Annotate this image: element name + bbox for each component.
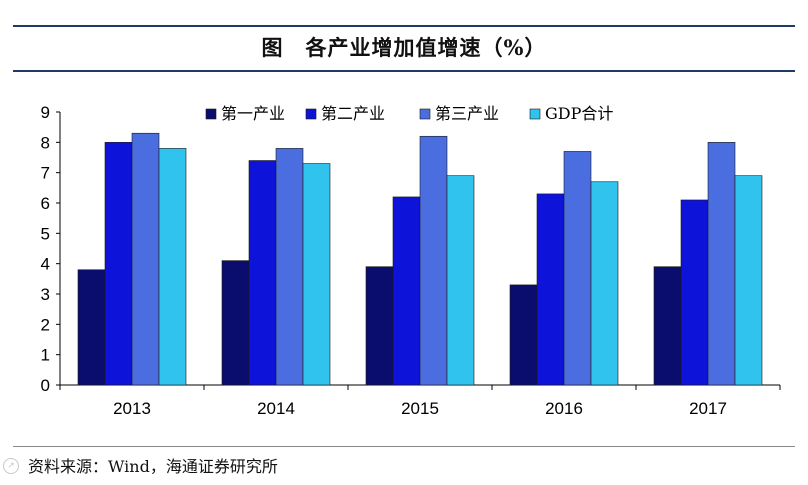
y-tick-label: 4 [41, 255, 50, 274]
bar [248, 160, 277, 386]
y-tick-label: 5 [41, 224, 50, 243]
y-tick-label: 8 [41, 133, 50, 152]
legend-swatch [305, 108, 317, 120]
legend-swatch [529, 108, 541, 120]
bar [419, 135, 448, 386]
bar [509, 284, 538, 386]
y-tick-label: 1 [41, 346, 50, 365]
x-tick-label: 2014 [257, 399, 295, 418]
chart-title: 图各产业增加值增速（%） [0, 28, 808, 68]
source-note: 资料来源：Wind，海通证券研究所 [28, 457, 278, 476]
bar [275, 148, 304, 386]
legend-swatch [205, 108, 217, 120]
x-tick-label: 2017 [689, 399, 727, 418]
bar [365, 266, 394, 386]
y-tick-label: 6 [41, 194, 50, 213]
y-tick-label: 9 [41, 103, 50, 122]
y-tick-label: 7 [41, 164, 50, 183]
bar [392, 196, 421, 386]
bar [131, 132, 160, 386]
y-tick-label: 2 [41, 315, 50, 334]
header-bottom-rule [13, 70, 795, 72]
chart-title-text: 各产业增加值增速（%） [305, 35, 547, 60]
x-tick-label: 2016 [545, 399, 583, 418]
bar-chart: 0 1 2 3 4 5 6 7 8 9 2013 2014 2015 2016 2017 第一产业 第二产业 第三… [41, 103, 781, 418]
x-tick-label: 2015 [401, 399, 439, 418]
header-top-rule [13, 25, 795, 27]
figure-label: 图 [261, 35, 284, 60]
bar [104, 142, 133, 386]
bar [653, 266, 682, 386]
bar [158, 148, 187, 386]
footer-rule [13, 446, 795, 447]
bar [590, 181, 619, 386]
bar [563, 151, 592, 386]
bar [680, 199, 709, 386]
bar [446, 175, 475, 386]
legend-label: 第三产业 [435, 104, 499, 123]
bar [734, 175, 763, 386]
bar [221, 260, 250, 386]
bar [707, 142, 736, 386]
legend-label: 第一产业 [221, 104, 285, 123]
legend-swatch [419, 108, 431, 120]
legend-label: GDP合计 [545, 104, 613, 123]
y-tick-label: 0 [41, 376, 50, 395]
x-tick-label: 2013 [113, 399, 151, 418]
bar [77, 269, 106, 386]
bar [302, 163, 331, 386]
watermark-icon: ↗ [3, 458, 19, 474]
legend-label: 第二产业 [321, 104, 385, 123]
bar [536, 193, 565, 386]
y-tick-label: 3 [41, 285, 50, 304]
